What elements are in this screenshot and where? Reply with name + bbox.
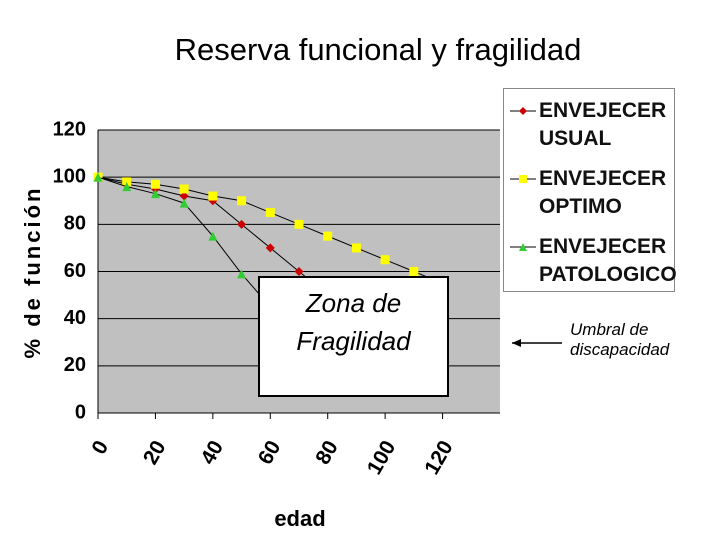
marker bbox=[237, 219, 247, 229]
marker bbox=[93, 172, 103, 182]
annotation-box: Zona de Fragilidad bbox=[258, 276, 449, 397]
legend-label: ENVEJECER PATOLOGICO bbox=[539, 235, 677, 286]
x-tick-label: 60 bbox=[254, 437, 286, 469]
marker bbox=[380, 255, 390, 265]
legend-swatch bbox=[510, 243, 536, 251]
marker bbox=[179, 191, 189, 201]
marker bbox=[323, 231, 333, 241]
legend-marker bbox=[519, 175, 527, 183]
marker bbox=[122, 177, 132, 187]
marker bbox=[237, 196, 247, 206]
legend-marker bbox=[519, 243, 527, 251]
arrow-head bbox=[512, 339, 521, 347]
legend-marker bbox=[519, 107, 527, 115]
y-tick-label: 60 bbox=[64, 260, 86, 282]
y-tick-label: 80 bbox=[64, 213, 86, 235]
legend-label: ENVEJECER USUAL bbox=[539, 99, 667, 150]
x-tick-label: 20 bbox=[139, 437, 171, 469]
x-tick-label: 80 bbox=[311, 437, 343, 469]
legend-label: ENVEJECER OPTIMO bbox=[539, 167, 667, 218]
y-tick-label: 120 bbox=[53, 118, 86, 140]
legend: ENVEJECER USUAL ENVEJECER OPTIMO ENVEJECER… bbox=[503, 88, 677, 292]
y-tick-label: 100 bbox=[53, 165, 86, 187]
marker bbox=[150, 179, 160, 189]
y-tick-label: 20 bbox=[64, 354, 86, 376]
x-tick-label: 120 bbox=[420, 437, 457, 479]
x-tick-label: 0 bbox=[87, 437, 113, 459]
legend-swatch bbox=[510, 175, 536, 183]
marker bbox=[208, 231, 218, 241]
marker bbox=[208, 191, 218, 201]
marker bbox=[294, 267, 304, 276]
marker bbox=[409, 267, 419, 276]
x-tick-label: 40 bbox=[196, 437, 228, 469]
chart-title: Reserva funcional y fragilidad bbox=[175, 32, 582, 67]
y-axis-label: % de función bbox=[20, 186, 45, 359]
marker bbox=[122, 182, 132, 192]
annotation: Umbral de discapacidad bbox=[570, 320, 670, 359]
marker bbox=[150, 189, 160, 199]
y-tick-label: 0 bbox=[75, 401, 86, 423]
x-axis-label: edad bbox=[274, 506, 325, 531]
marker bbox=[265, 208, 275, 218]
marker bbox=[351, 243, 361, 253]
x-tick-label: 100 bbox=[363, 437, 400, 479]
legend-swatch bbox=[510, 107, 536, 115]
y-tick-label: 40 bbox=[64, 307, 86, 329]
marker bbox=[237, 269, 247, 279]
marker bbox=[265, 243, 275, 253]
marker bbox=[179, 198, 189, 208]
marker bbox=[294, 219, 304, 229]
marker bbox=[179, 184, 189, 194]
